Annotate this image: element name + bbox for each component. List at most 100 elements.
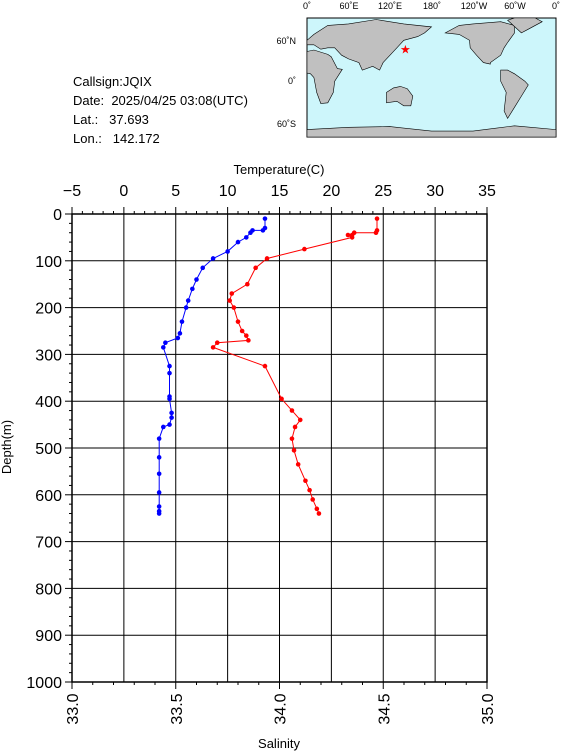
land-australia	[386, 86, 414, 107]
temperature-point	[253, 265, 258, 271]
date-value: 2025/04/25 03:08(UTC)	[111, 93, 248, 108]
temperature-point	[210, 345, 216, 350]
temperature-tick-label: 30	[426, 183, 444, 200]
temperature-point	[246, 338, 251, 343]
date-row: Date: 2025/04/25 03:08(UTC)	[73, 91, 248, 110]
temperature-point	[307, 487, 312, 493]
lat-label: Lat.:	[73, 112, 99, 127]
salinity-point	[225, 249, 230, 254]
temperature-tick-label: 0	[119, 183, 128, 200]
salinity-point	[161, 345, 166, 350]
temperature-point	[244, 333, 249, 338]
world-map: 0˚ 60˚E 120˚E 180˚ 120˚W 60˚W 0˚ 60˚N 0˚…	[276, 1, 560, 138]
lon-value: 142.172	[112, 131, 160, 146]
map-lon-tick: 120˚W	[461, 1, 488, 11]
depth-tick-label: 200	[35, 301, 62, 318]
salinity-axis: 33.0 33.5 34.0 34.5 35.0	[65, 682, 497, 725]
map-body: ★	[306, 17, 557, 138]
salinity-point	[156, 504, 162, 509]
temperature-point	[310, 497, 316, 502]
land-africa	[306, 49, 343, 104]
temperature-point	[297, 417, 303, 423]
lat-value: 37.693	[109, 112, 149, 127]
salinity-point	[167, 422, 172, 427]
temperature-tick-label: 15	[271, 183, 289, 200]
map-lat-tick: 60˚S	[277, 119, 296, 129]
salinity-point	[262, 216, 268, 221]
salinity-point	[169, 415, 174, 420]
depth-axis-label: Depth(m)	[0, 420, 14, 474]
salinity-point	[260, 228, 266, 233]
salinity-point	[175, 335, 181, 341]
salinity-point	[156, 511, 162, 516]
depth-tick-label: 500	[35, 441, 62, 458]
salinity-point	[156, 490, 162, 495]
temperature-point	[227, 298, 232, 303]
salinity-point	[248, 230, 253, 236]
temperature-axis: −5 0 5 10 15 20 25 30 35	[63, 183, 496, 214]
salinity-point	[161, 424, 166, 430]
temperature-point	[345, 232, 351, 238]
land-greenland	[507, 17, 543, 34]
temperature-tick-label: 25	[374, 183, 392, 200]
callsign-value: JQIX	[122, 74, 152, 89]
salinity-point	[177, 331, 183, 336]
temperature-point	[214, 340, 220, 346]
depth-axis: 0 100 200 300 400 500 600 700 800 900 1000	[26, 207, 72, 692]
land-antarctica	[306, 125, 557, 138]
map-lon-tick: 0˚	[303, 1, 311, 11]
land-north-america	[444, 21, 515, 65]
salinity-point	[156, 455, 162, 460]
series-layer	[156, 216, 380, 516]
map-lon-tick: 60˚W	[504, 1, 526, 11]
map-lon-tick: 180˚	[423, 1, 441, 11]
depth-tick-label: 300	[35, 347, 62, 364]
salinity-point	[185, 298, 191, 303]
temperature-point	[231, 305, 237, 310]
salinity-tick-label: 34.5	[376, 693, 393, 724]
salinity-point	[194, 277, 199, 282]
temperature-point	[235, 319, 241, 324]
salinity-point	[163, 340, 168, 346]
salinity-point	[200, 265, 206, 271]
temperature-point	[314, 506, 320, 512]
temperature-point	[229, 291, 235, 296]
salinity-axis-label: Salinity	[258, 736, 300, 751]
salinity-point	[156, 436, 162, 441]
depth-tick-label: 400	[35, 394, 62, 411]
chart-grid	[71, 213, 488, 683]
date-label: Date:	[73, 93, 105, 108]
salinity-tick-label: 33.0	[65, 693, 82, 724]
salinity-point	[169, 410, 174, 416]
temperature-point	[295, 462, 301, 467]
depth-tick-label: 900	[35, 628, 62, 645]
salinity-point	[190, 286, 195, 292]
temperature-point	[349, 235, 355, 240]
depth-tick-label: 700	[35, 535, 62, 552]
callsign-label: Callsign:	[73, 74, 123, 89]
depth-tick-label: 100	[35, 254, 62, 271]
temperature-tick-label: −5	[63, 183, 81, 200]
salinity-point	[244, 235, 249, 240]
salinity-point	[156, 471, 162, 477]
map-lat-tick: 0˚	[288, 76, 296, 86]
temperature-tick-label: 5	[171, 183, 180, 200]
salinity-point	[179, 319, 185, 324]
depth-tick-label: 0	[53, 207, 62, 224]
map-lat-tick: 60˚N	[276, 36, 296, 46]
temperature-point	[279, 396, 284, 402]
temperature-point	[289, 436, 295, 441]
temperature-point	[262, 363, 268, 369]
station-marker-icon: ★	[400, 42, 411, 56]
salinity-point	[167, 363, 172, 369]
salinity-series-line	[158, 218, 266, 514]
temperature-point	[373, 230, 379, 236]
land-south-america	[500, 69, 529, 120]
temperature-point	[239, 328, 245, 334]
temperature-point	[302, 246, 307, 252]
map-lon-tick: 0˚	[552, 1, 560, 11]
salinity-point	[235, 239, 241, 245]
salinity-tick-label: 33.5	[169, 693, 186, 724]
temperature-series-line	[212, 218, 378, 514]
land-europe-asia	[306, 19, 433, 71]
